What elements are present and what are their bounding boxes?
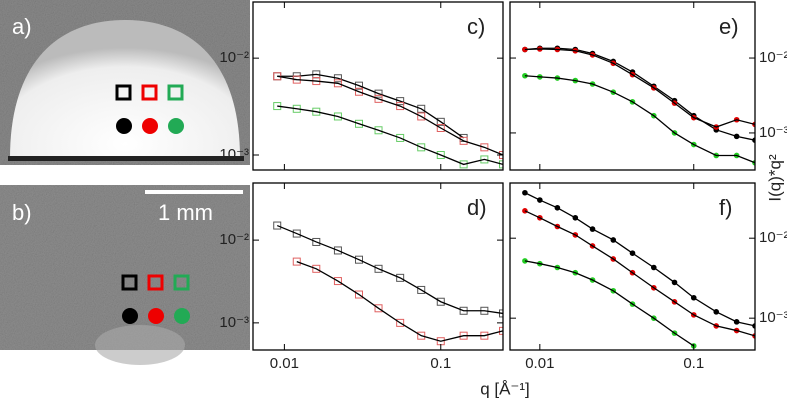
- fit-line: [277, 75, 503, 156]
- point: [396, 133, 405, 142]
- point: [292, 257, 301, 266]
- y-tick-label: 10⁻²: [759, 49, 787, 66]
- point: [417, 331, 426, 340]
- plot-area: [522, 189, 755, 349]
- point: [374, 304, 383, 313]
- point: [459, 160, 468, 169]
- x-tick-label: 0.1: [683, 355, 704, 372]
- point: [499, 160, 503, 169]
- point: [396, 273, 405, 282]
- panel-label: f): [719, 195, 732, 220]
- point: [459, 136, 468, 145]
- x-tick-label: 0.01: [525, 355, 554, 372]
- plot-area: [273, 221, 503, 346]
- fit-line: [524, 192, 755, 327]
- point: [354, 290, 363, 299]
- panel-label: b): [12, 200, 32, 225]
- point: [499, 326, 503, 335]
- y-axis-label: I(q)*q²: [765, 154, 784, 202]
- panel-label: e): [719, 14, 739, 39]
- point: [480, 143, 489, 152]
- point: [333, 246, 342, 255]
- point: [417, 285, 426, 294]
- fit-line: [524, 47, 755, 141]
- point: [374, 89, 383, 98]
- x-tick-label: 0.1: [430, 355, 451, 372]
- fit-line: [524, 75, 755, 164]
- y-tick-label: 10⁻³: [759, 124, 787, 141]
- point: [480, 155, 489, 164]
- plot-frame: [252, 1, 504, 171]
- point: [417, 112, 426, 121]
- fit-line: [277, 105, 503, 166]
- plot-frame: [509, 182, 756, 351]
- point: [436, 117, 445, 126]
- point: [417, 104, 426, 113]
- fit-line: [524, 260, 695, 347]
- point: [417, 143, 426, 152]
- point: [354, 81, 363, 90]
- plot-frame: [252, 182, 504, 351]
- point: [333, 277, 342, 286]
- point: [396, 97, 405, 106]
- panel-label: d): [467, 195, 487, 220]
- point: [436, 124, 445, 133]
- fit-line: [524, 48, 755, 128]
- point: [396, 318, 405, 327]
- point: [312, 264, 321, 273]
- point: [354, 87, 363, 96]
- point: [273, 221, 282, 230]
- x-axis-label: q [Å⁻¹]: [480, 379, 530, 398]
- point: [333, 112, 342, 121]
- point: [374, 264, 383, 273]
- point: [312, 237, 321, 246]
- fit-line: [276, 224, 503, 315]
- fit-line: [524, 210, 755, 337]
- y-tick-label: 10⁻³: [219, 146, 249, 163]
- panel-label: a): [12, 14, 32, 39]
- fit-line: [277, 73, 464, 139]
- panel-label: c): [467, 14, 485, 39]
- point: [292, 229, 301, 238]
- photo-a: a): [0, 0, 250, 165]
- fit-line: [296, 260, 503, 342]
- x-tick-label: 0.01: [270, 355, 299, 372]
- point: [522, 72, 528, 79]
- point: [374, 126, 383, 135]
- plot-frame: [509, 1, 756, 171]
- point: [436, 150, 445, 159]
- point: [374, 94, 383, 103]
- plot-area: [522, 45, 755, 166]
- y-tick-label: 10⁻²: [219, 231, 249, 248]
- plot-area: [273, 70, 503, 169]
- point: [354, 119, 363, 128]
- y-tick-label: 10⁻³: [759, 309, 787, 326]
- point: [436, 297, 445, 306]
- point: [396, 102, 405, 111]
- y-tick-label: 10⁻²: [219, 49, 249, 66]
- y-tick-label: 10⁻³: [219, 314, 249, 331]
- photo-b: 1 mm b): [0, 185, 250, 365]
- scale-bar-label: 1 mm: [158, 200, 213, 225]
- point: [354, 255, 363, 264]
- y-tick-label: 10⁻²: [759, 229, 787, 246]
